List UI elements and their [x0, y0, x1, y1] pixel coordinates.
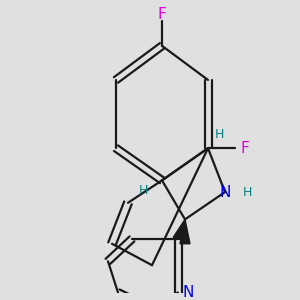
Polygon shape [180, 219, 190, 244]
Text: H: H [139, 184, 148, 196]
Text: N: N [219, 184, 231, 200]
Text: H: H [215, 128, 224, 141]
Polygon shape [173, 219, 185, 241]
Text: N: N [182, 285, 194, 300]
Text: F: F [240, 141, 249, 156]
Text: H: H [243, 186, 252, 199]
Text: F: F [158, 7, 166, 22]
